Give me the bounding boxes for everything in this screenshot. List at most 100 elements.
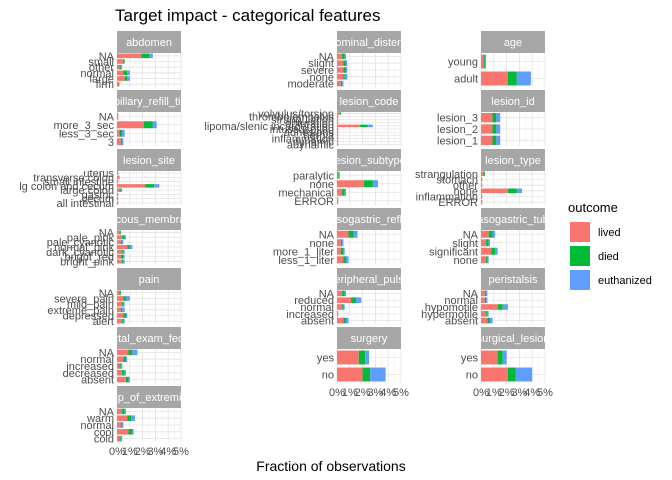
category-tick-label: normal_pink xyxy=(54,242,114,254)
x-tick-label: 4% xyxy=(380,387,396,399)
bar-segment-died xyxy=(122,318,124,324)
facet-strip xyxy=(117,268,181,290)
facet-panel: nasogastric_reflux NAnonemore_1_literless… xyxy=(273,208,414,267)
facet-strip-label: nasogastric_reflux xyxy=(324,214,414,226)
bar-segment-euthanized xyxy=(123,249,125,254)
category-tick-label: more_3_sec xyxy=(53,120,114,132)
bar-segment-lived xyxy=(117,201,119,205)
facet-strip xyxy=(117,149,181,171)
x-tick-label: 1% xyxy=(122,446,138,458)
facet-panel: peripheral_pulse NAreducednormalincreased… xyxy=(286,268,409,328)
bar-segment-lived xyxy=(337,143,339,146)
bar-segment-euthanized xyxy=(496,135,501,145)
bar-segment-lived xyxy=(481,171,484,177)
bar-segment-lived xyxy=(337,197,339,205)
category-tick-label: lg colon and cecum xyxy=(19,181,114,193)
category-tick-label: absent xyxy=(301,316,334,328)
category-tick-label: adult xyxy=(454,74,478,86)
bar-segment-died xyxy=(492,135,497,145)
bar-segment-lived xyxy=(337,115,339,118)
bar-segment-euthanized xyxy=(125,296,130,301)
bar-segment-died xyxy=(122,408,125,415)
bar-segment-died xyxy=(486,311,488,317)
bar-segment-lived xyxy=(117,245,128,249)
facet-strip-label: abdominal_distention xyxy=(317,37,421,49)
bar-segment-euthanized xyxy=(125,356,128,362)
category-tick-label: decreased xyxy=(63,368,114,380)
bar-segment-euthanized xyxy=(489,317,493,324)
facet-strip xyxy=(481,327,545,349)
facet-panel: lesion_code volvulus/torsionthrombo/embol… xyxy=(204,90,402,151)
bar-segment-lived xyxy=(117,313,124,318)
bar-segment-euthanized xyxy=(122,240,124,245)
bar-segment-lived xyxy=(337,60,344,66)
facet-strip xyxy=(481,208,545,230)
bar-segment-euthanized xyxy=(149,53,153,59)
bar-segment-died xyxy=(484,297,487,303)
x-tick-label: 0% xyxy=(473,387,489,399)
bar-segment-lived xyxy=(481,199,483,205)
bar-segment-euthanized xyxy=(345,256,349,264)
category-tick-label: significant xyxy=(429,246,478,258)
bar-segment-euthanized xyxy=(487,311,489,317)
category-tick-label: less_1_liter xyxy=(278,255,334,267)
x-tick-label: 0% xyxy=(329,387,345,399)
bar-segment-lived xyxy=(117,376,126,383)
bar-segment-died xyxy=(123,59,125,64)
bar-segment-died xyxy=(342,304,344,310)
bar-segment-died xyxy=(340,247,344,255)
bar-segment-lived xyxy=(117,175,120,180)
facet-strip xyxy=(117,327,181,349)
category-tick-label: none xyxy=(310,179,334,191)
bar-segment-euthanized xyxy=(344,53,346,60)
bar-segment-lived xyxy=(117,81,120,87)
bar-segment-lived xyxy=(117,196,119,201)
bar-segment-lived xyxy=(117,240,121,245)
category-tick-label: no xyxy=(322,370,334,382)
bar-segment-died xyxy=(338,171,340,179)
bar-segment-died xyxy=(122,259,124,264)
bar-segment-lived xyxy=(117,435,120,442)
bar-segment-lived xyxy=(337,188,343,196)
bar-segment-died xyxy=(120,422,123,428)
legend-label-lived: lived xyxy=(598,227,621,239)
bar-segment-lived xyxy=(337,297,352,303)
bar-segment-died xyxy=(483,171,485,177)
category-tick-label: yes xyxy=(317,353,335,365)
bar-segment-died xyxy=(358,350,366,365)
category-tick-label: firm xyxy=(96,79,114,91)
bar-segment-died xyxy=(483,54,485,69)
bar-segment-died xyxy=(497,350,503,365)
facet-panel: temp_of_extremities NAwarmnormalcoolcold0… xyxy=(80,386,189,458)
category-tick-label: NA xyxy=(463,288,479,300)
facet-strip-label: age xyxy=(504,37,522,49)
x-tick-label: 5% xyxy=(393,387,409,399)
category-tick-label: NA xyxy=(319,288,335,300)
bar-segment-euthanized xyxy=(487,256,489,264)
bar-segment-died xyxy=(119,64,121,70)
category-tick-label: 3 xyxy=(108,137,114,149)
bar-segment-lived xyxy=(117,59,124,64)
bar-segment-lived xyxy=(481,311,487,317)
facet-panel: age young adult xyxy=(448,31,546,87)
bar-segment-died xyxy=(362,367,371,382)
bar-segment-died xyxy=(123,70,128,76)
bar-segment-lived xyxy=(117,235,123,240)
bar-segment-lived xyxy=(481,113,493,123)
category-tick-label: cold xyxy=(94,434,114,446)
bar-segment-lived xyxy=(481,317,488,324)
facet-strip xyxy=(337,327,401,349)
facet-strip xyxy=(117,31,181,53)
bar-segment-lived xyxy=(337,137,339,140)
x-tick-label: 3% xyxy=(367,387,383,399)
bar-segment-lived xyxy=(337,67,344,73)
bar-segment-euthanized xyxy=(344,188,346,196)
facet-strip xyxy=(481,90,545,112)
facet-strip-label: peripheral_pulse xyxy=(328,274,409,286)
bar-segment-died xyxy=(123,356,126,362)
bar-segment-lived xyxy=(481,256,487,264)
bar-segment-lived xyxy=(337,247,341,255)
